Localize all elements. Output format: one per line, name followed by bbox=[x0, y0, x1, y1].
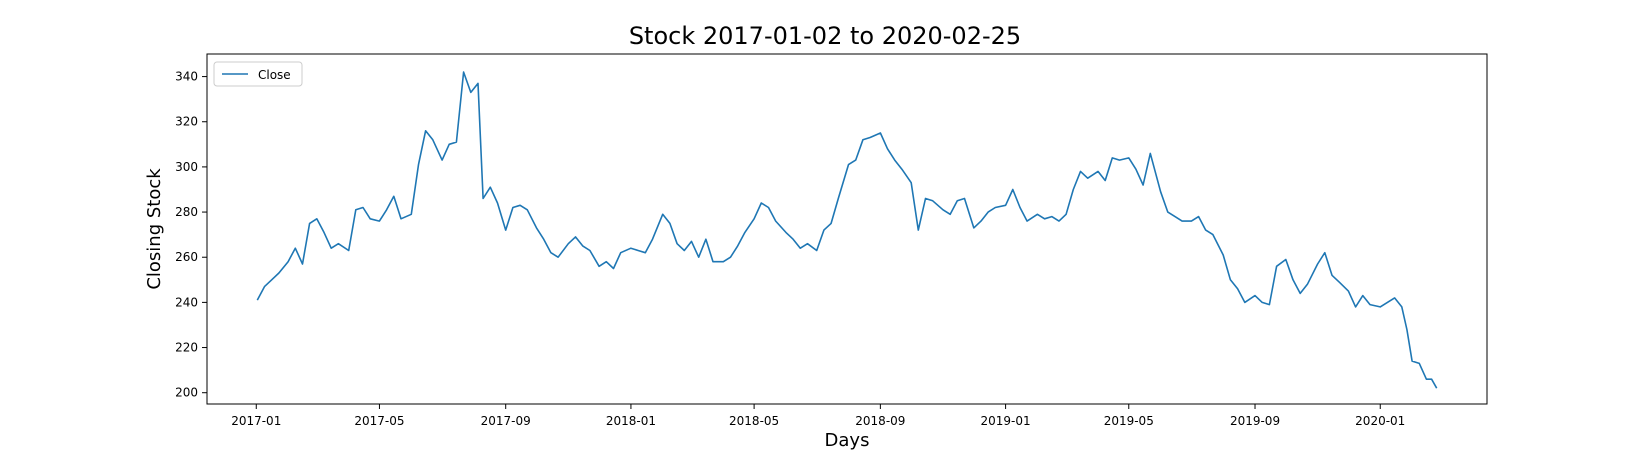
x-tick-label: 2017-01 bbox=[231, 414, 281, 428]
y-tick-label: 220 bbox=[175, 341, 198, 355]
x-tick-label: 2019-01 bbox=[981, 414, 1031, 428]
x-tick-label: 2018-09 bbox=[855, 414, 905, 428]
y-tick-label: 300 bbox=[175, 160, 198, 174]
y-tick-label: 340 bbox=[175, 70, 198, 84]
plot-frame bbox=[206, 53, 1488, 405]
legend-entry-close: Close bbox=[258, 68, 291, 82]
y-tick-label: 200 bbox=[175, 386, 198, 400]
x-tick-label: 2020-01 bbox=[1355, 414, 1405, 428]
y-axis-label: Closing Stock bbox=[144, 168, 165, 290]
x-tick-label: 2017-09 bbox=[481, 414, 531, 428]
x-tick-label: 2018-01 bbox=[606, 414, 656, 428]
y-axis: 200 220 240 260 280 300 320 340 bbox=[175, 70, 207, 400]
legend-box bbox=[213, 61, 303, 87]
y-tick-label: 320 bbox=[175, 115, 198, 129]
y-tick-label: 280 bbox=[175, 205, 198, 219]
x-axis-label: Days bbox=[825, 430, 870, 450]
x-axis: 2017-01 2017-05 2017-09 2018-01 2018-05 2018-… bbox=[231, 404, 1405, 428]
x-tick-label: 2019-09 bbox=[1230, 414, 1280, 428]
series-line-close bbox=[256, 71, 1438, 389]
x-tick-label: 2019-05 bbox=[1104, 414, 1154, 428]
y-tick-label: 260 bbox=[175, 250, 198, 264]
chart-title: Stock 2017-01-02 to 2020-02-25 bbox=[629, 22, 1021, 50]
x-tick-label: 2017-05 bbox=[354, 414, 404, 428]
x-tick-label: 2018-05 bbox=[729, 414, 779, 428]
y-tick-label: 240 bbox=[175, 295, 198, 309]
legend: Close bbox=[213, 61, 303, 87]
